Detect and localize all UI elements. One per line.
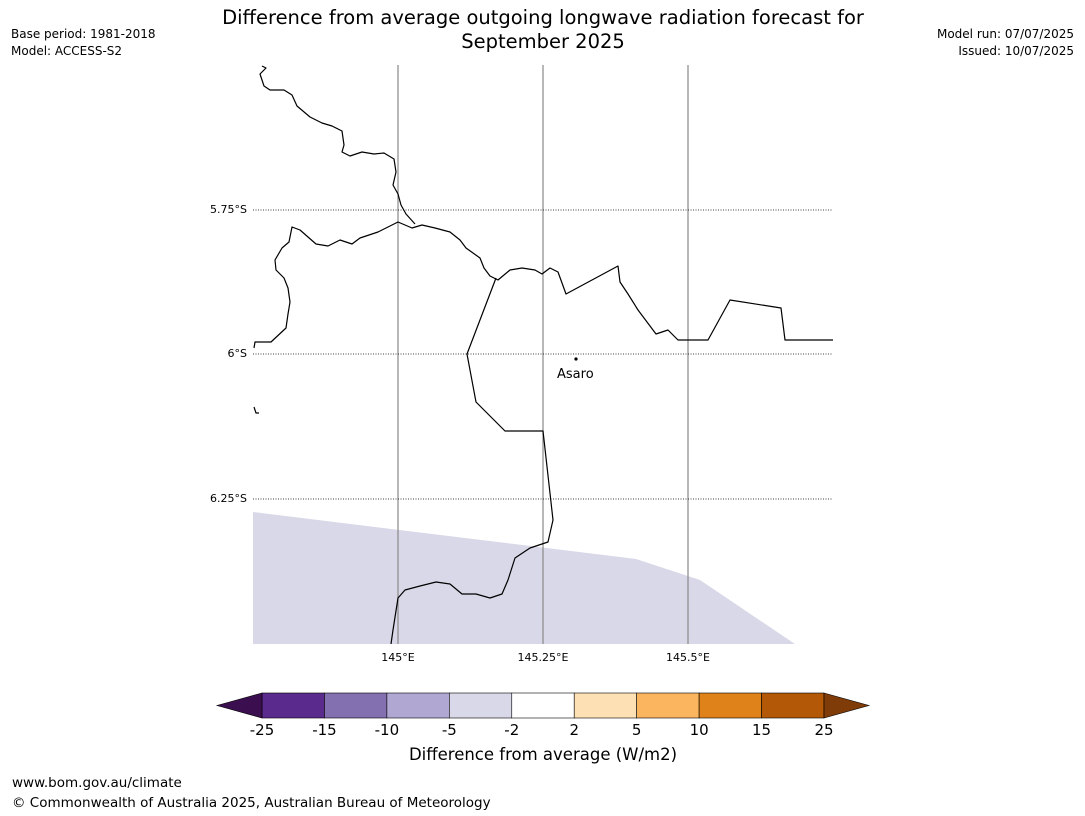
colorbar-segment	[324, 692, 388, 719]
colorbar-tick-label: 25	[814, 721, 833, 739]
colorbar-under-arrow	[215, 692, 263, 719]
colorbar-segment	[573, 692, 637, 719]
boundary-north	[259, 65, 416, 225]
title-line1: Difference from average outgoing longwav…	[222, 6, 864, 29]
asaro-label: Asaro	[557, 367, 594, 382]
colorbar-tick-labels: -25 -15 -10 -5 -2 2 5 10 15 25	[250, 721, 834, 739]
colorbar-segment	[511, 692, 575, 719]
asaro-marker	[574, 357, 578, 361]
colorbar-title: Difference from average (W/m2)	[408, 745, 678, 764]
model-name: Model: ACCESS-S2	[11, 44, 123, 58]
boundary-fragment-west	[253, 406, 259, 414]
lon-label-145: 145°E	[381, 651, 414, 664]
colorbar-segment	[698, 692, 762, 719]
colorbar-tick-label: 10	[690, 721, 709, 739]
colorbar-segment	[761, 692, 825, 719]
meta-right: Model run: 07/07/2025 Issued: 10/07/2025	[937, 26, 1074, 60]
footer-copyright: © Commonwealth of Australia 2025, Austra…	[12, 795, 491, 811]
colorbar-tick-label: -10	[375, 721, 400, 739]
footer-url[interactable]: www.bom.gov.au/climate	[12, 775, 182, 791]
lon-label-145-5: 145.5°E	[666, 651, 710, 664]
province-boundaries	[253, 65, 833, 645]
lon-label-145-25: 145.25°E	[518, 651, 569, 664]
map-title: Difference from average outgoing longwav…	[180, 6, 906, 54]
model-run: Model run: 07/07/2025	[936, 27, 1074, 41]
colorbar-segment	[386, 692, 450, 719]
colorbar-segment	[636, 692, 700, 719]
issued-date: Issued: 10/07/2025	[958, 44, 1074, 58]
colorbar-tick-label: 15	[752, 721, 771, 739]
lat-label-5-75: 5.75°S	[210, 203, 247, 216]
title-line2: September 2025	[461, 30, 625, 53]
anomaly-shaded-region	[253, 512, 795, 644]
meta-left: Base period: 1981-2018 Model: ACCESS-S2	[11, 26, 156, 60]
colorbar-tick-label: -5	[442, 721, 457, 739]
boundary-south	[390, 277, 554, 645]
lat-label-6-25: 6.25°S	[210, 492, 247, 505]
colorbar-tick-label: -2	[504, 721, 519, 739]
base-period: Base period: 1981-2018	[11, 27, 156, 41]
colorbar-segments	[261, 692, 825, 719]
colorbar-over-arrow	[823, 692, 871, 719]
colorbar-tick-label: 5	[632, 721, 642, 739]
colorbar-tick-label: -25	[250, 721, 275, 739]
colorbar-tick-label: 2	[569, 721, 579, 739]
colorbar-segment	[261, 692, 325, 719]
colorbar-segment	[449, 692, 513, 719]
lat-label-6: 6°S	[228, 347, 247, 360]
colorbar-tick-label: -15	[312, 721, 337, 739]
boundary-mid	[253, 221, 833, 349]
